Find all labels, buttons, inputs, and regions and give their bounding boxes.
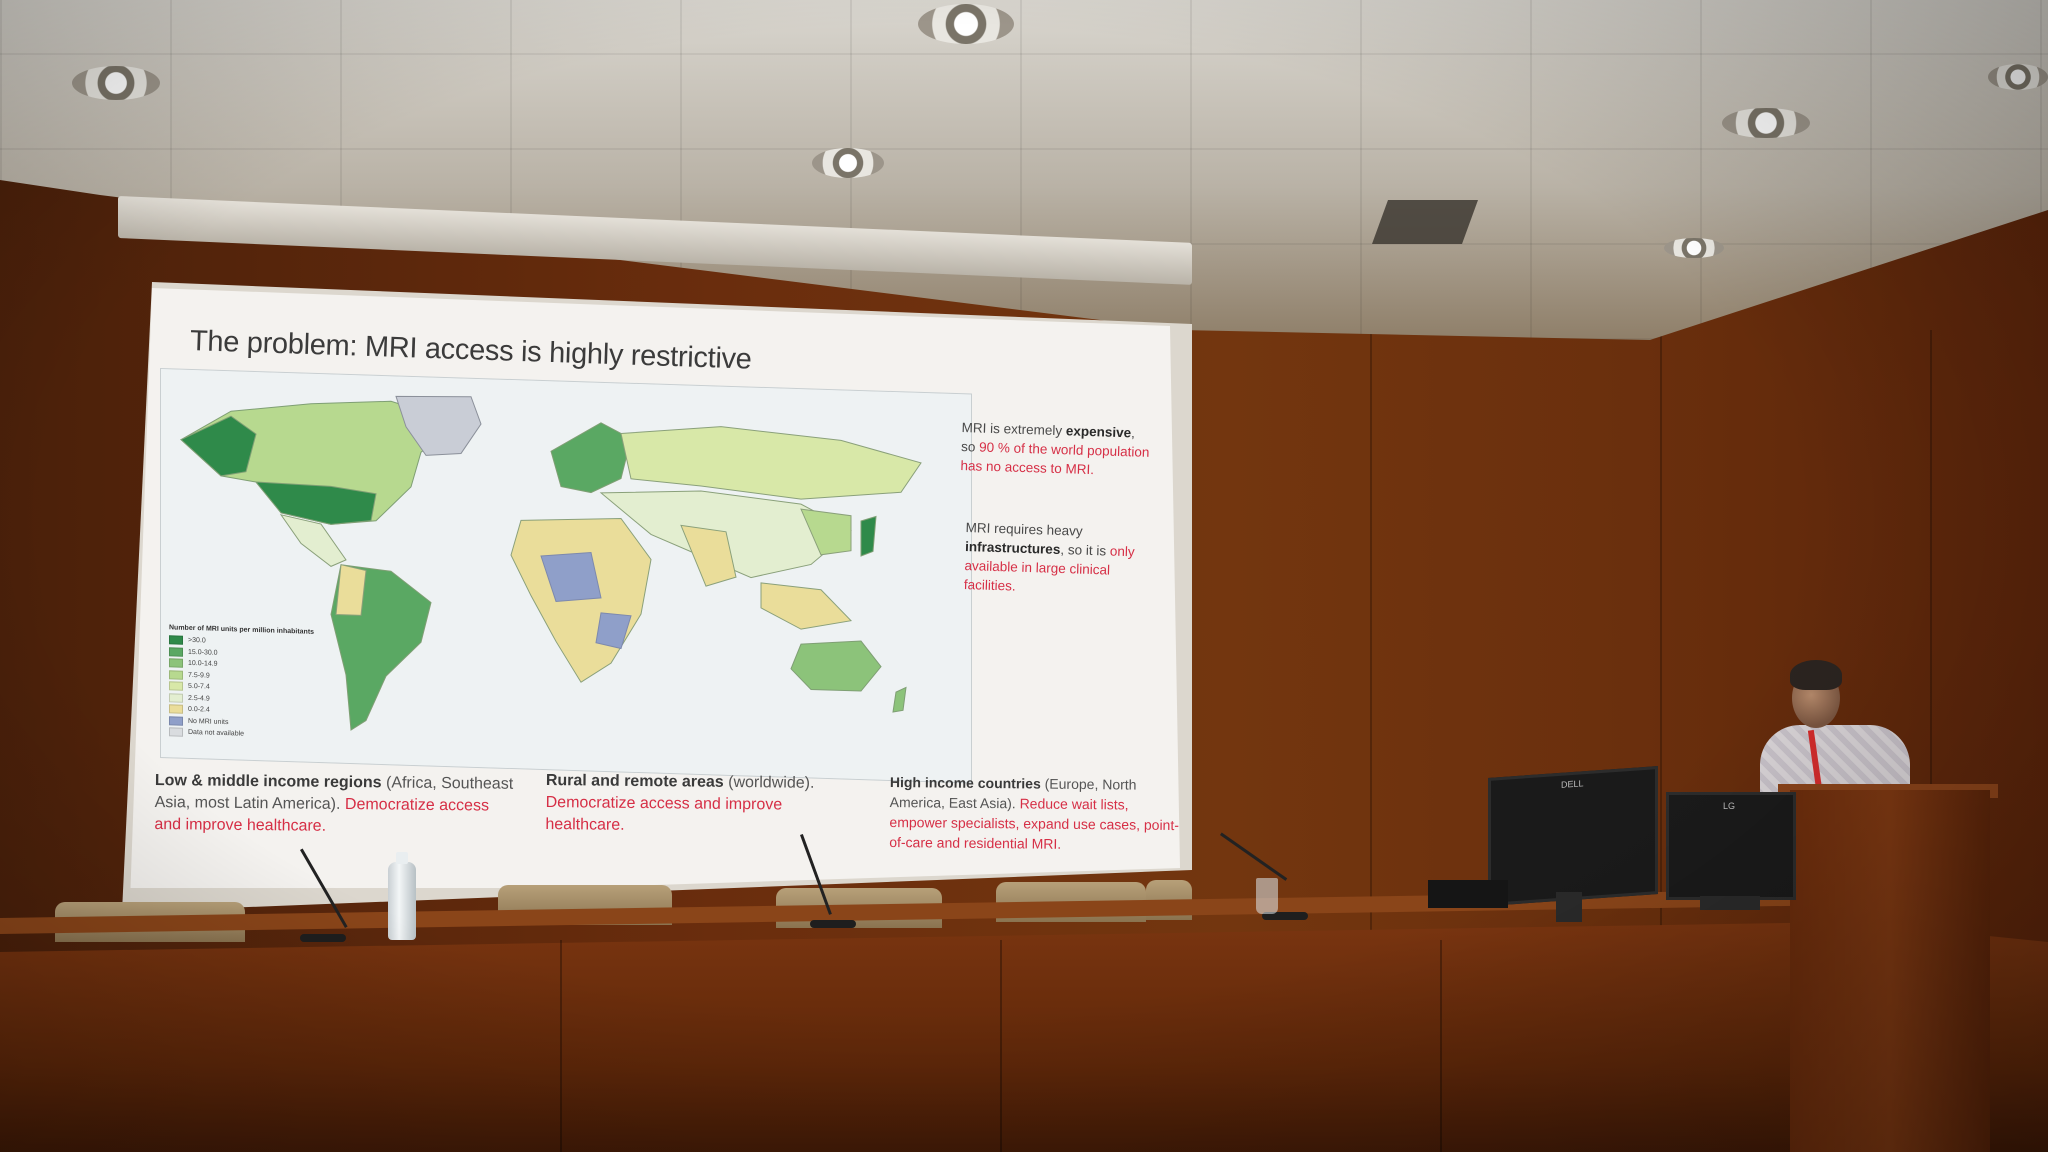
side-note-infrastructure: MRI requires heavy infrastructures, so i…: [964, 518, 1136, 599]
map-legend-label: 2.5-4.9: [188, 694, 210, 703]
bottom-col-1-bold: Low & middle income regions: [154, 771, 382, 792]
bottom-col-3-bold: High income countries: [889, 773, 1041, 792]
water-bottle: [388, 852, 416, 940]
world-map-graphic: [161, 369, 971, 783]
side-note-infra-pre: MRI requires heavy: [965, 519, 1083, 539]
bottom-column-rural-remote: Rural and remote areas (worldwide). Demo…: [545, 770, 866, 839]
map-legend-label: 0.0-2.4: [188, 706, 210, 714]
desk-panel-seam: [1000, 940, 1002, 1152]
map-legend-label: >30.0: [188, 637, 206, 645]
map-legend-label: Data not available: [188, 729, 245, 738]
bottom-col-2-highlight: Democratize access and improve healthcar…: [545, 793, 783, 834]
bottom-col-2-detail: (worldwide).: [728, 773, 815, 792]
bottom-column-high-income: High income countries (Europe, North Ame…: [889, 772, 1180, 855]
map-legend-label: 10.0-14.9: [188, 660, 218, 669]
map-legend-label: 5.0-7.4: [188, 683, 210, 691]
ceiling-light: [1722, 108, 1810, 138]
side-note-infra-mid: , so it is: [1060, 541, 1107, 559]
microphone-base: [1262, 912, 1308, 920]
wall-panel-seam: [1660, 330, 1662, 950]
ceiling-vent: [1371, 200, 1479, 244]
side-note-infra-bold: infrastructures: [964, 538, 1061, 557]
map-legend-swatch: [169, 693, 183, 703]
ceiling-light: [72, 66, 160, 100]
map-legend-swatch: [169, 704, 183, 714]
water-glass: [1256, 878, 1278, 914]
map-legend-swatch: [169, 681, 183, 691]
monitor-right: LG: [1666, 792, 1796, 900]
map-legend-label: No MRI units: [188, 717, 229, 726]
desk-panel-seam: [560, 940, 562, 1152]
wall-panel-seam: [1370, 330, 1372, 950]
presentation-desk: [0, 922, 2048, 1152]
bottom-column-low-middle-income: Low & middle income regions (Africa, Sou…: [154, 770, 515, 840]
monitor-left: DELL: [1488, 766, 1658, 906]
map-legend-swatch: [169, 647, 183, 657]
bottom-col-2-bold: Rural and remote areas: [545, 771, 724, 791]
ceiling-light: [1988, 64, 2048, 90]
map-legend-swatch: [169, 670, 183, 680]
map-legend-swatch: [169, 635, 183, 645]
presenter-hair: [1790, 660, 1842, 690]
ceiling-light: [918, 4, 1014, 44]
side-note-cost-highlight: 90 % of the world population has no acce…: [960, 439, 1150, 478]
side-note-cost: MRI is extremely expensive, so 90 % of t…: [960, 418, 1152, 481]
map-legend: Number of MRI units per million inhabita…: [169, 624, 379, 744]
microphone-base: [300, 934, 346, 942]
side-note-cost-bold: expensive: [1065, 423, 1132, 441]
microphone-base: [810, 920, 856, 928]
monitor-stand: [1556, 892, 1582, 922]
side-note-cost-pre: MRI is extremely: [961, 419, 1063, 439]
podium: [1790, 790, 1990, 1152]
world-map: Number of MRI units per million inhabita…: [160, 368, 972, 784]
keyboard-dock: [1428, 880, 1508, 908]
monitor-left-brand: DELL: [1561, 778, 1584, 790]
wall-panel-seam: [1930, 330, 1932, 950]
ceiling-light: [812, 148, 884, 178]
monitor-stand: [1700, 896, 1760, 910]
map-legend-rows: >30.0 15.0-30.0 10.0-14.9 7.5-9.9 5.0-7.4 2.5…: [169, 634, 379, 744]
map-legend-label: 7.5-9.9: [188, 671, 210, 680]
monitor-right-brand: LG: [1723, 801, 1736, 811]
desk-panel-seam: [1440, 940, 1442, 1152]
map-legend-swatch: [169, 658, 183, 668]
map-legend-label: 15.0-30.0: [188, 648, 218, 657]
map-legend-swatch: [169, 727, 183, 737]
ceiling-light: [1664, 238, 1724, 258]
map-legend-swatch: [169, 716, 183, 726]
